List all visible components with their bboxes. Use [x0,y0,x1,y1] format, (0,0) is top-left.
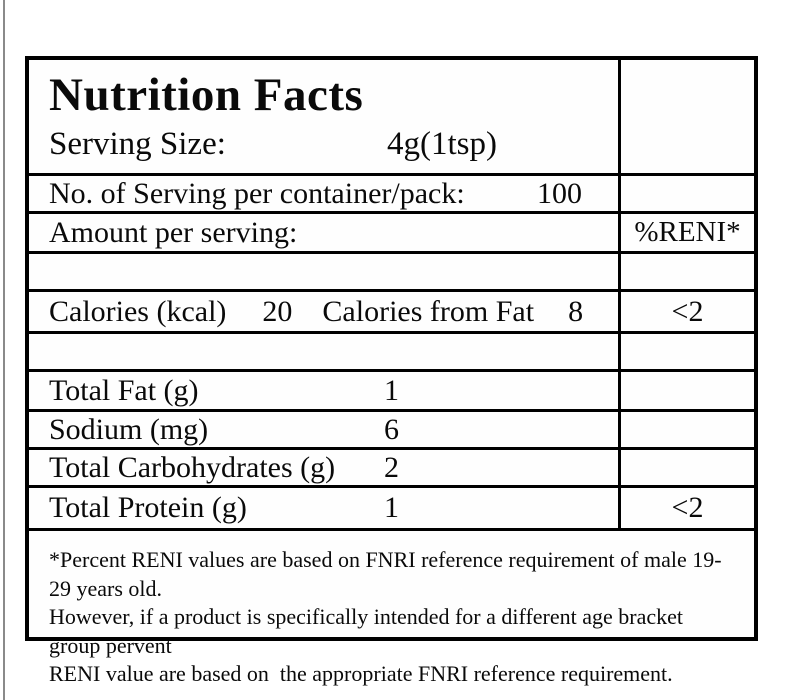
serving-size-line: Serving Size: 4g(1tsp) [49,126,497,164]
nutrition-facts-title: Nutrition Facts [49,68,364,121]
total-fat-cell: Total Fat (g) 1 [29,372,621,409]
footnote-section: *Percent RENI values are based on FNRI r… [29,531,754,689]
spacer-row [29,254,754,292]
total-fat-reni-value [621,372,754,409]
spacer-cell [29,334,621,369]
spacer-row [29,334,754,372]
calories-row: Calories (kcal) 20 Calories from Fat 8 <… [29,292,754,334]
calories-label: Calories (kcal) [49,294,227,328]
total-carbohydrates-cell: Total Carbohydrates (g) 2 [29,450,621,485]
calories-cell: Calories (kcal) 20 Calories from Fat 8 [29,292,621,331]
total-fat-label: Total Fat (g) [49,373,199,407]
total-protein-label: Total Protein (g) [49,491,247,524]
total-protein-row: Total Protein (g) 1 <2 [29,488,754,531]
spacer-reni-cell [621,334,754,369]
total-protein-cell: Total Protein (g) 1 [29,488,621,528]
calories-value: 20 [262,294,293,328]
total-carbohydrates-reni-value [621,450,754,485]
sodium-reni-value [621,412,754,447]
footnote-line-1: *Percent RENI values are based on FNRI r… [49,547,722,601]
footnote-line-2: However, if a product is specifically in… [49,604,689,658]
sodium-value: 6 [384,412,399,446]
servings-per-container-row: No. of Serving per container/pack: 100 [29,176,754,214]
title-row: Nutrition Facts Serving Size: 4g(1tsp) [29,60,754,176]
title-cell: Nutrition Facts Serving Size: 4g(1tsp) [29,60,621,173]
total-carbohydrates-row: Total Carbohydrates (g) 2 [29,450,754,488]
serving-size-label: Serving Size: [49,125,226,162]
nutrition-facts-table: Nutrition Facts Serving Size: 4g(1tsp) N… [25,56,758,686]
title-row-reni-cell [621,60,754,173]
footnote-line-3: RENI value are based on the appropriate … [49,661,673,687]
sodium-label: Sodium (mg) [49,412,209,446]
spacer-reni-cell [621,254,754,289]
servings-cell: No. of Serving per container/pack: 100 [29,176,621,211]
amount-per-serving-cell: Amount per serving: [29,214,621,251]
total-carbohydrates-value: 2 [384,450,399,484]
servings-per-container-label: No. of Serving per container/pack: [49,176,465,210]
sodium-row: Sodium (mg) 6 [29,412,754,450]
scan-edge-artifact-line [3,0,5,700]
sodium-cell: Sodium (mg) 6 [29,412,621,447]
total-protein-reni-value: <2 [671,491,704,524]
total-fat-value: 1 [384,373,399,407]
total-carbohydrates-label: Total Carbohydrates (g) [49,450,336,484]
calories-from-fat-label: Calories from Fat [322,294,535,328]
total-fat-row: Total Fat (g) 1 [29,372,754,412]
serving-size-value: 4g(1tsp) [387,125,497,162]
servings-per-container-value: 100 [537,176,582,210]
spacer-cell [29,254,621,289]
amount-per-serving-row: Amount per serving: %RENI* [29,214,754,254]
servings-reni-cell [621,176,754,211]
calories-from-fat-value: 8 [568,294,584,328]
calories-reni-value: <2 [671,294,704,328]
total-protein-value: 1 [384,491,399,524]
amount-per-serving-label: Amount per serving: [49,215,298,249]
reni-column-header: %RENI* [634,216,741,248]
